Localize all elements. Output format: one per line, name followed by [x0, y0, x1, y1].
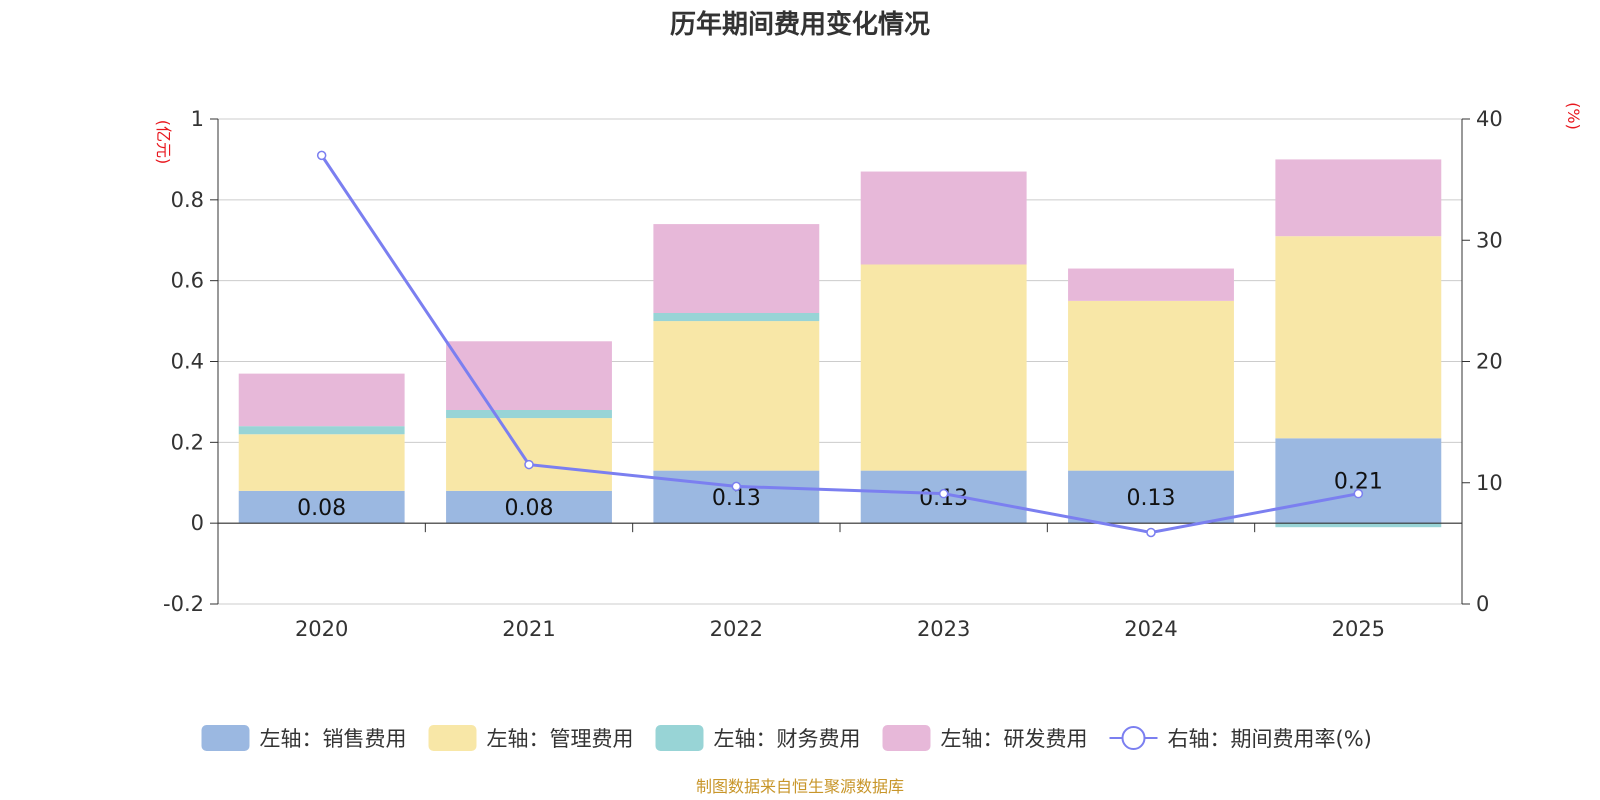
expense-ratio-polyline — [320, 154, 1359, 534]
bar-segment-2 — [653, 321, 820, 471]
right-tick-label: 10 — [1476, 471, 1503, 495]
chart-title: 历年期间费用变化情况 — [670, 9, 930, 40]
bar-segment-4 — [653, 224, 820, 313]
bar-segment-4 — [238, 373, 405, 427]
right-axis-unit: (%) — [1564, 102, 1583, 130]
source-note: 制图数据来自恒生聚源数据库 — [696, 777, 904, 796]
bar-segment-3 — [1275, 523, 1442, 528]
legend: 左轴：销售费用 左轴：管理费用 左轴：财务费用 左轴：研发费用 右轴：期间费用率(%) — [201, 725, 1372, 751]
left-tick-label: 0 — [191, 511, 204, 535]
legend-swatch — [882, 725, 931, 751]
bar-segment-1 — [446, 490, 612, 524]
right-tick-label: 0 — [1476, 592, 1489, 616]
legend-line-marker — [1121, 726, 1146, 750]
expense-ratio-line — [316, 150, 1364, 538]
right-tick-label: 30 — [1476, 228, 1503, 252]
bar-segment-4 — [446, 341, 612, 410]
expense-ratio-point — [731, 481, 742, 492]
bar-segment-2 — [1068, 300, 1234, 471]
bar-segment-2 — [446, 418, 612, 491]
expense-ratio-point — [938, 488, 949, 499]
expense-ratio-point — [1146, 527, 1156, 538]
bar-segment-2 — [238, 434, 405, 491]
legend-label: 右轴：期间费用率(%) — [1168, 727, 1372, 751]
bar-segment-2 — [860, 264, 1027, 471]
legend-swatch — [655, 725, 704, 751]
legend-item: 左轴：研发费用 — [882, 725, 1088, 751]
left-tick-label: 1 — [191, 107, 204, 131]
expense-ratio-point — [316, 150, 327, 161]
bar-segment-3 — [653, 313, 820, 322]
sales-data-label: 0.08 — [297, 496, 346, 521]
legend-swatch — [428, 725, 477, 751]
category-label: 2021 — [502, 617, 555, 641]
left-tick-label: 0.6 — [171, 269, 204, 293]
sales-data-label: 0.13 — [1127, 486, 1176, 511]
legend-label: 左轴：财务费用 — [714, 727, 861, 751]
bar-segment-1 — [1068, 470, 1234, 524]
right-tick-label: 20 — [1476, 350, 1503, 374]
bar-segment-1 — [1275, 438, 1442, 524]
category-label: 2022 — [710, 617, 763, 641]
bar-segment-3 — [238, 426, 405, 435]
legend-label: 左轴：销售费用 — [260, 727, 407, 751]
category-label: 2024 — [1124, 617, 1177, 641]
legend-item: 左轴：财务费用 — [655, 725, 861, 751]
bar-segment-2 — [1275, 236, 1442, 439]
bar-segment-4 — [1275, 159, 1442, 237]
left-tick-label: -0.2 — [163, 592, 204, 616]
left-tick-label: 0.8 — [171, 188, 204, 212]
category-label: 2023 — [917, 617, 970, 641]
legend-item: 左轴：管理费用 — [428, 725, 634, 751]
expense-ratio-point — [524, 459, 534, 470]
legend-item: 右轴：期间费用率(%) — [1109, 726, 1372, 751]
legend-swatch — [201, 725, 250, 751]
sales-data-label: 0.08 — [505, 496, 554, 521]
axes: 1 0.8 0.6 0.4 0.2 0 -0.2 40 30 20 10 0 2020 2021 2022 2… — [163, 107, 1503, 641]
left-axis-unit: (亿元) — [154, 120, 173, 165]
bar-segment-4 — [1068, 268, 1234, 301]
left-tick-label: 0.4 — [171, 350, 204, 374]
bar-segment-3 — [446, 410, 612, 419]
left-tick-label: 0.2 — [171, 430, 204, 454]
bar-segment-1 — [238, 490, 405, 524]
legend-label: 左轴：研发费用 — [941, 727, 1088, 751]
legend-item: 左轴：销售费用 — [201, 725, 407, 751]
bar-segment-4 — [860, 171, 1027, 265]
category-label: 2025 — [1332, 617, 1385, 641]
bars — [238, 159, 1442, 528]
right-tick-label: 40 — [1476, 107, 1503, 131]
category-label: 2020 — [295, 617, 348, 641]
expense-ratio-point — [1353, 488, 1364, 499]
legend-label: 左轴：管理费用 — [487, 727, 634, 751]
